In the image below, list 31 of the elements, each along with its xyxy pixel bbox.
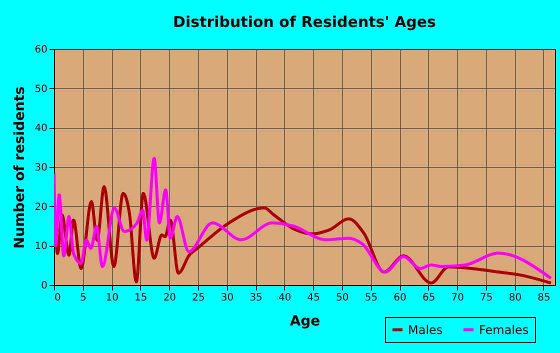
line-series xyxy=(54,156,552,280)
x-tick-label: 85 xyxy=(538,292,550,304)
x-tick-label: 25 xyxy=(192,292,205,304)
x-tick-label: 55 xyxy=(364,292,378,304)
x-tick-label: 75 xyxy=(480,292,493,304)
x-tick-label: 15 xyxy=(134,292,148,304)
legend-label: Females xyxy=(479,322,529,337)
y-tick-label: 10 xyxy=(34,241,48,252)
x-axis-title: Age xyxy=(290,314,320,330)
x-tick-label: 40 xyxy=(278,292,292,304)
x-tick-label: 60 xyxy=(394,292,406,304)
y-tick-label: 0 xyxy=(41,280,48,292)
x-tick-label: 80 xyxy=(508,292,522,304)
x-tick-label: 70 xyxy=(451,292,464,304)
y-tick-label: 30 xyxy=(34,162,48,174)
legend-label: Males xyxy=(408,322,443,337)
x-tick-label: 35 xyxy=(250,292,262,304)
x-tick-label: 65 xyxy=(422,292,436,304)
x-tick-label: 20 xyxy=(163,292,176,304)
x-tick-label: 45 xyxy=(307,292,320,304)
y-tick-label: 20 xyxy=(34,202,48,213)
x-tick-label: 10 xyxy=(106,292,118,304)
x-tick-label: 0 xyxy=(54,292,61,304)
y-tick-label: 50 xyxy=(34,84,48,95)
x-tick-label: 50 xyxy=(336,292,349,304)
y-tick-label: 40 xyxy=(34,123,48,134)
y-tick-label: 60 xyxy=(34,44,48,56)
x-tick-label: 5 xyxy=(80,292,86,304)
x-tick-label: 30 xyxy=(220,292,234,304)
y-axis-title: Number of residents xyxy=(12,86,28,249)
chart-title: Distribution of Residents' Ages xyxy=(173,13,436,31)
